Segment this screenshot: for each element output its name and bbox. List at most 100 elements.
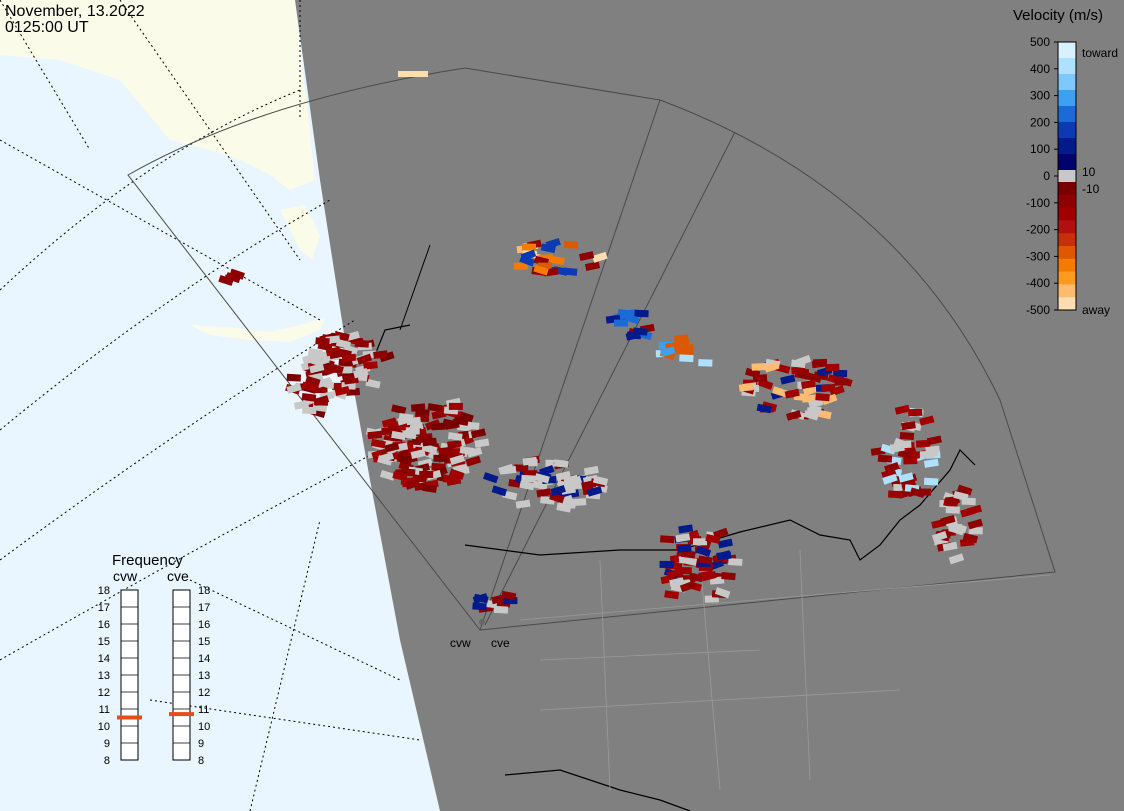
frequency-tick-right: 18 (198, 585, 210, 597)
velocity-tick-label: 400 (1030, 62, 1050, 76)
velocity-tick-label: 100 (1030, 142, 1050, 156)
velocity-cell (384, 442, 400, 453)
away-label: away (1082, 303, 1110, 317)
frequency-radar-cvw: cvw (113, 568, 138, 584)
velocity-cell (960, 506, 976, 518)
velocity-cell (354, 339, 370, 348)
velocity-cell (538, 465, 555, 477)
velocity-cell (453, 416, 469, 426)
velocity-cell (884, 461, 900, 474)
colorbar-segment (1058, 74, 1076, 91)
velocity-cell (363, 361, 378, 370)
velocity-cell (682, 556, 698, 566)
velocity-cell (713, 527, 729, 539)
velocity-cell (802, 384, 819, 397)
colorbar-segment (1058, 284, 1076, 298)
velocity-cell (674, 337, 690, 347)
velocity-cell (410, 449, 426, 460)
velocity-cell (660, 346, 676, 357)
colorbar-segment (1058, 90, 1076, 107)
velocity-cell (721, 571, 736, 581)
radar-label-cve: cve (491, 636, 510, 650)
frequency-tick-right: 8 (198, 755, 204, 767)
velocity-cell (521, 474, 536, 483)
velocity-cell (751, 363, 766, 371)
velocity-cell (698, 359, 713, 367)
velocity-cell (550, 484, 566, 496)
velocity-cell (503, 597, 518, 605)
velocity-cell (945, 506, 960, 514)
velocity-cell (341, 353, 357, 363)
velocity-cell (714, 587, 731, 599)
colorbar-segment (1058, 106, 1076, 123)
frequency-tick-right: 17 (198, 602, 210, 614)
velocity-cell (491, 485, 508, 497)
colorbar-segment (1058, 220, 1076, 234)
frequency-tick-left: 8 (104, 755, 110, 767)
velocity-cell (404, 478, 421, 490)
velocity-cell (680, 549, 696, 559)
velocity-cell (738, 383, 754, 392)
velocity-cell (565, 480, 581, 491)
frequency-tick-left: 10 (98, 721, 110, 733)
velocity-cell (681, 575, 696, 583)
velocity-cell (592, 251, 608, 263)
velocity-cell (688, 572, 704, 583)
velocity-cell (948, 553, 965, 565)
fov-outlines (127, 67, 1056, 631)
velocity-cell (458, 411, 474, 423)
velocity-cell (442, 418, 458, 429)
velocity-cell (881, 468, 897, 480)
velocity-cell (693, 538, 707, 546)
velocity-cell (794, 368, 810, 377)
velocity-cell (520, 249, 537, 261)
velocity-cell (335, 338, 352, 350)
velocity-cell (953, 490, 969, 502)
velocity-cell (676, 544, 692, 553)
velocity-cell (415, 414, 430, 422)
velocity-cell (465, 455, 482, 467)
velocity-cell (915, 439, 931, 448)
frequency-tick-right: 13 (198, 670, 210, 682)
velocity-cell (356, 353, 373, 365)
velocity-cell (756, 403, 772, 414)
frequency-tick-left: 12 (98, 687, 110, 699)
velocity-cell (695, 545, 712, 557)
velocity-cell (218, 274, 234, 286)
velocity-cell (470, 428, 487, 439)
velocity-cell (545, 237, 561, 249)
frequency-tick-left: 17 (98, 602, 110, 614)
velocity-cell (579, 251, 595, 261)
velocity-cell (925, 445, 940, 455)
velocity-cell (679, 354, 694, 363)
velocity-cell (533, 264, 549, 276)
velocity-cell (909, 487, 926, 499)
velocity-cell (666, 568, 682, 580)
colorbar-segment (1058, 207, 1076, 221)
velocity-cell (549, 255, 565, 266)
velocity-cell (968, 527, 983, 535)
velocity-cell (391, 430, 407, 441)
colorbar-segment (1058, 122, 1076, 139)
velocity-cell (812, 358, 828, 367)
velocity-cell (833, 369, 848, 378)
velocity-cell (309, 363, 325, 374)
velocity-tick-label: -200 (1026, 223, 1050, 237)
velocity-cell (422, 483, 438, 493)
velocity-cell (949, 524, 965, 536)
frequency-radar-cve: cve (167, 568, 189, 584)
frequency-tick-left: 18 (98, 585, 110, 597)
velocity-cell (483, 472, 499, 484)
velocity-cell (373, 350, 388, 359)
velocity-cell (614, 319, 629, 327)
frequency-tick-left: 16 (98, 619, 110, 631)
velocity-tick-label: 300 (1030, 89, 1050, 103)
velocity-cell (625, 330, 641, 341)
velocity-cell (556, 503, 572, 513)
colorbar-segment (1058, 58, 1076, 75)
velocity-cell (286, 383, 302, 394)
velocity-cell (391, 404, 407, 415)
date-label: November, 13.2022 (5, 3, 145, 20)
velocity-cell (889, 443, 905, 453)
